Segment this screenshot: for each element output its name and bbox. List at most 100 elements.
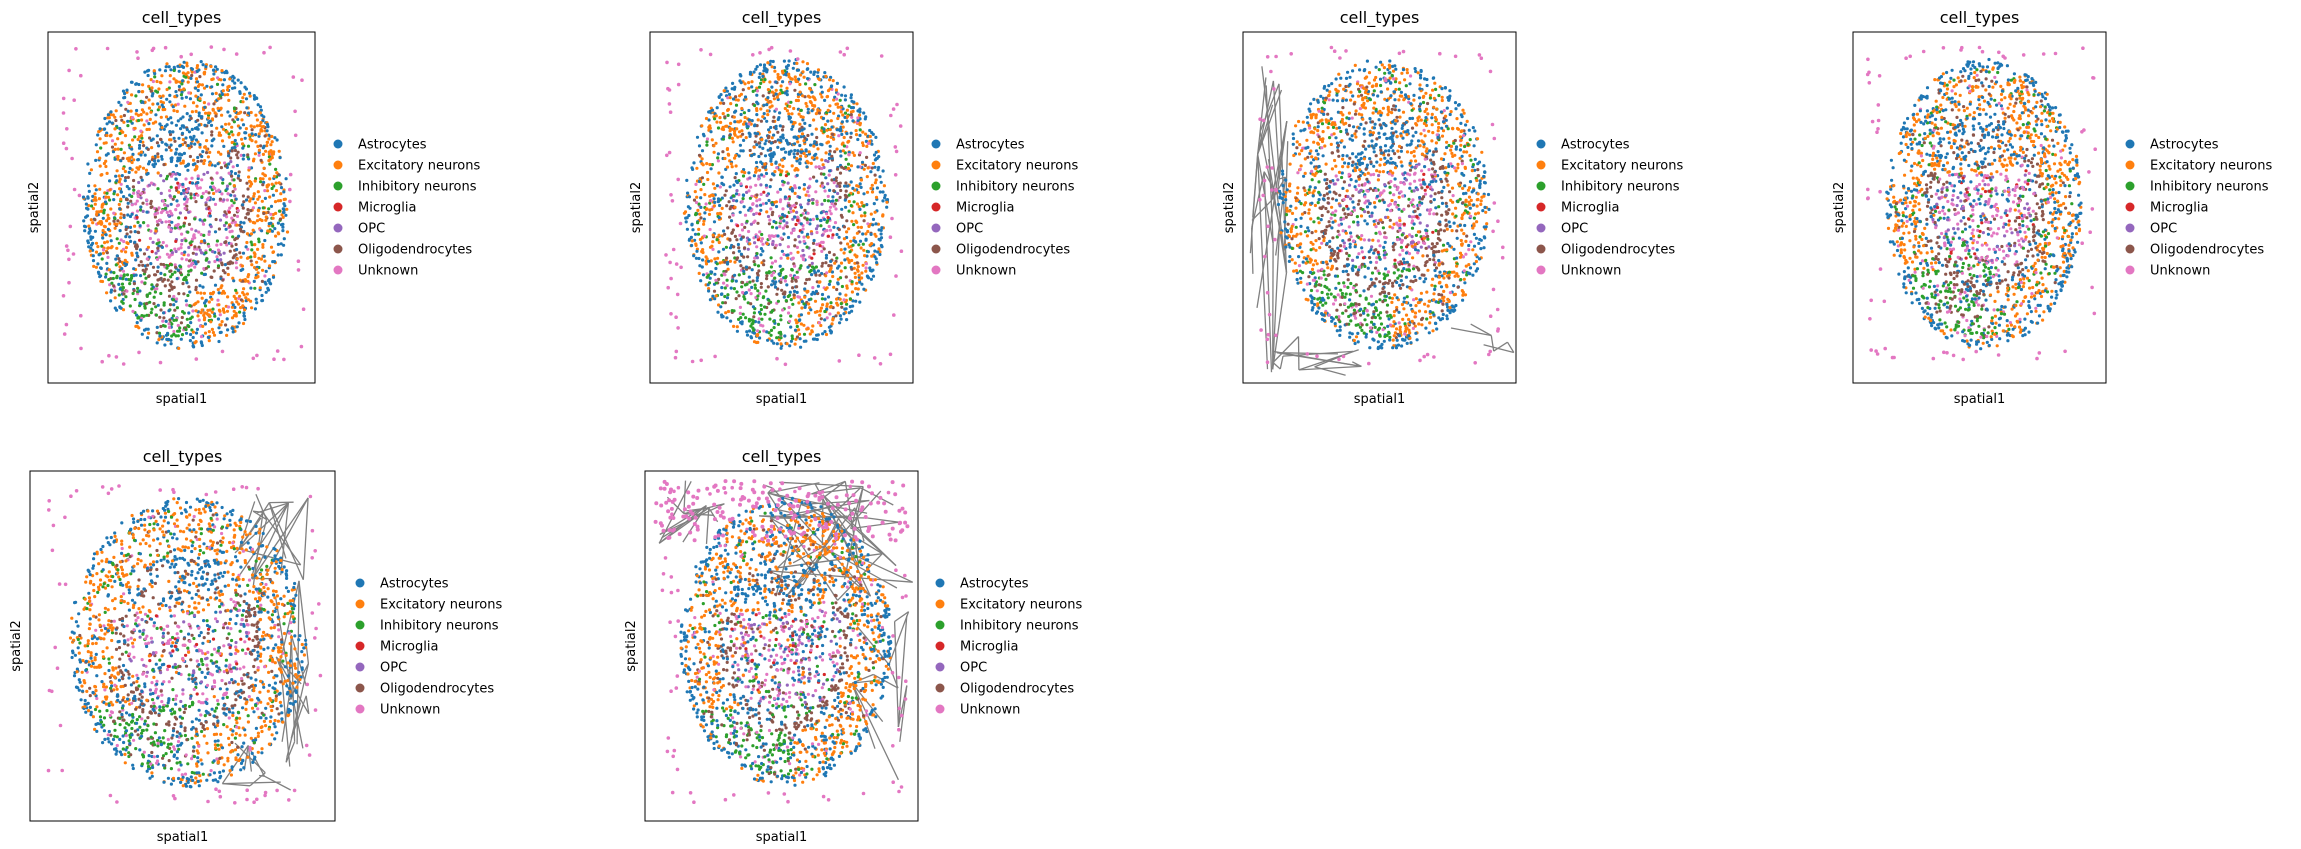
scatter-points [664,45,904,367]
legend-marker [935,620,945,630]
plot-frame [1242,31,1517,384]
legend-entry: Excitatory neurons [956,159,1078,174]
legend-marker [333,265,343,275]
legend-entry: Inhibitory neurons [1561,180,1680,195]
scatter-points [46,484,323,805]
legend-marker [355,641,365,651]
panel-title: cell_types [742,447,822,467]
legend-marker [2125,139,2135,149]
legend-marker [1536,139,1546,149]
panel-title: cell_types [742,8,822,28]
legend-entry: Excitatory neurons [358,159,480,174]
legend-marker [333,139,343,149]
legend: Astrocytes Excitatory neurons Inhibitory n… [333,138,480,279]
legend-entry: Inhibitory neurons [358,180,477,195]
legend-marker [1536,223,1546,233]
legend-entry: Excitatory neurons [960,598,1082,613]
legend-marker [333,223,343,233]
legend-marker [355,578,365,588]
legend-marker [333,160,343,170]
legend-entry: OPC [358,222,385,237]
legend-marker [355,662,365,672]
legend-marker [2125,202,2135,212]
legend-marker [2125,160,2135,170]
legend-entry: Oligodendrocytes [1561,243,1675,258]
panel-title: cell_types [143,447,223,467]
y-axis-label: spatial2 [629,182,644,234]
legend-entry: Oligodendrocytes [960,682,1074,697]
legend-marker [935,683,945,693]
legend-entry: Astrocytes [960,577,1029,592]
legend-entry: Unknown [380,703,440,718]
y-axis-label: spatial2 [624,620,639,672]
legend-entry: Inhibitory neurons [956,180,1075,195]
graph-edges [221,494,310,791]
y-axis-label: spatial2 [9,620,24,672]
panel-3: cell_types spatial1 spatial2 Astrocytes Exci… [1222,8,1683,407]
panel-title: cell_types [142,8,222,28]
legend-entry: Microglia [960,640,1018,655]
x-axis-label: spatial1 [1354,392,1406,407]
legend-marker [355,683,365,693]
x-axis-label: spatial1 [156,392,208,407]
legend-marker [935,641,945,651]
legend-marker [355,620,365,630]
y-axis-label: spatial2 [27,182,42,234]
legend-marker [2125,265,2135,275]
y-axis-label: spatial2 [1222,182,1237,234]
legend-marker [931,202,941,212]
legend-entry: Inhibitory neurons [380,619,499,634]
legend-marker [2125,181,2135,191]
plot-frame [29,470,336,822]
legend-entry: Microglia [358,201,416,216]
legend-entry: Unknown [956,264,1016,279]
legend-marker [1536,202,1546,212]
plot-frame [644,470,919,822]
legend-entry: Oligodendrocytes [358,243,472,258]
legend-marker [931,223,941,233]
legend-entry: OPC [380,661,407,676]
plot-frame [1852,31,2107,384]
x-axis-label: spatial1 [756,392,808,407]
scatter-points [1865,45,2097,362]
legend-marker [931,265,941,275]
legend-marker [355,704,365,714]
panel-title: cell_types [1340,8,1420,28]
x-axis-label: spatial1 [1954,392,2006,407]
panel-4: cell_types spatial1 spatial2 Astrocytes Exci… [1832,8,2272,407]
legend-entry: Unknown [960,703,1020,718]
panel-title: cell_types [1940,8,2020,28]
panel-1: cell_types spatial1 spatial2 Astrocytes Exci… [27,8,480,407]
legend-entry: Excitatory neurons [1561,159,1683,174]
panel-6: cell_types spatial1 spatial2 Astrocytes Exci… [624,447,1082,845]
x-axis-label: spatial1 [157,830,209,845]
legend-entry: Astrocytes [2150,138,2219,153]
legend-entry: Unknown [2150,264,2210,279]
legend: Astrocytes Excitatory neurons Inhibitory n… [2125,138,2272,279]
legend: Astrocytes Excitatory neurons Inhibitory n… [935,577,1082,718]
legend-entry: OPC [960,661,987,676]
legend-entry: Microglia [956,201,1014,216]
legend-marker [935,578,945,588]
plot-frame [649,31,914,384]
legend-marker [931,181,941,191]
legend-entry: Inhibitory neurons [2150,180,2269,195]
legend-entry: Astrocytes [358,138,427,153]
legend-entry: Oligodendrocytes [380,682,494,697]
y-axis-label: spatial2 [1832,182,1847,234]
legend-marker [2125,244,2135,254]
legend-marker [333,202,343,212]
legend-entry: OPC [956,222,983,237]
legend-entry: Excitatory neurons [380,598,502,613]
legend-marker [355,599,365,609]
legend-entry: Unknown [1561,264,1621,279]
panel-2: cell_types spatial1 spatial2 Astrocytes Exci… [629,8,1078,407]
legend-entry: Oligodendrocytes [2150,243,2264,258]
legend-marker [931,160,941,170]
scatter-points [1249,45,1515,376]
scatter-points [61,45,306,366]
legend-entry: Inhibitory neurons [960,619,1079,634]
legend-entry: Astrocytes [956,138,1025,153]
legend: Astrocytes Excitatory neurons Inhibitory n… [1536,138,1683,279]
